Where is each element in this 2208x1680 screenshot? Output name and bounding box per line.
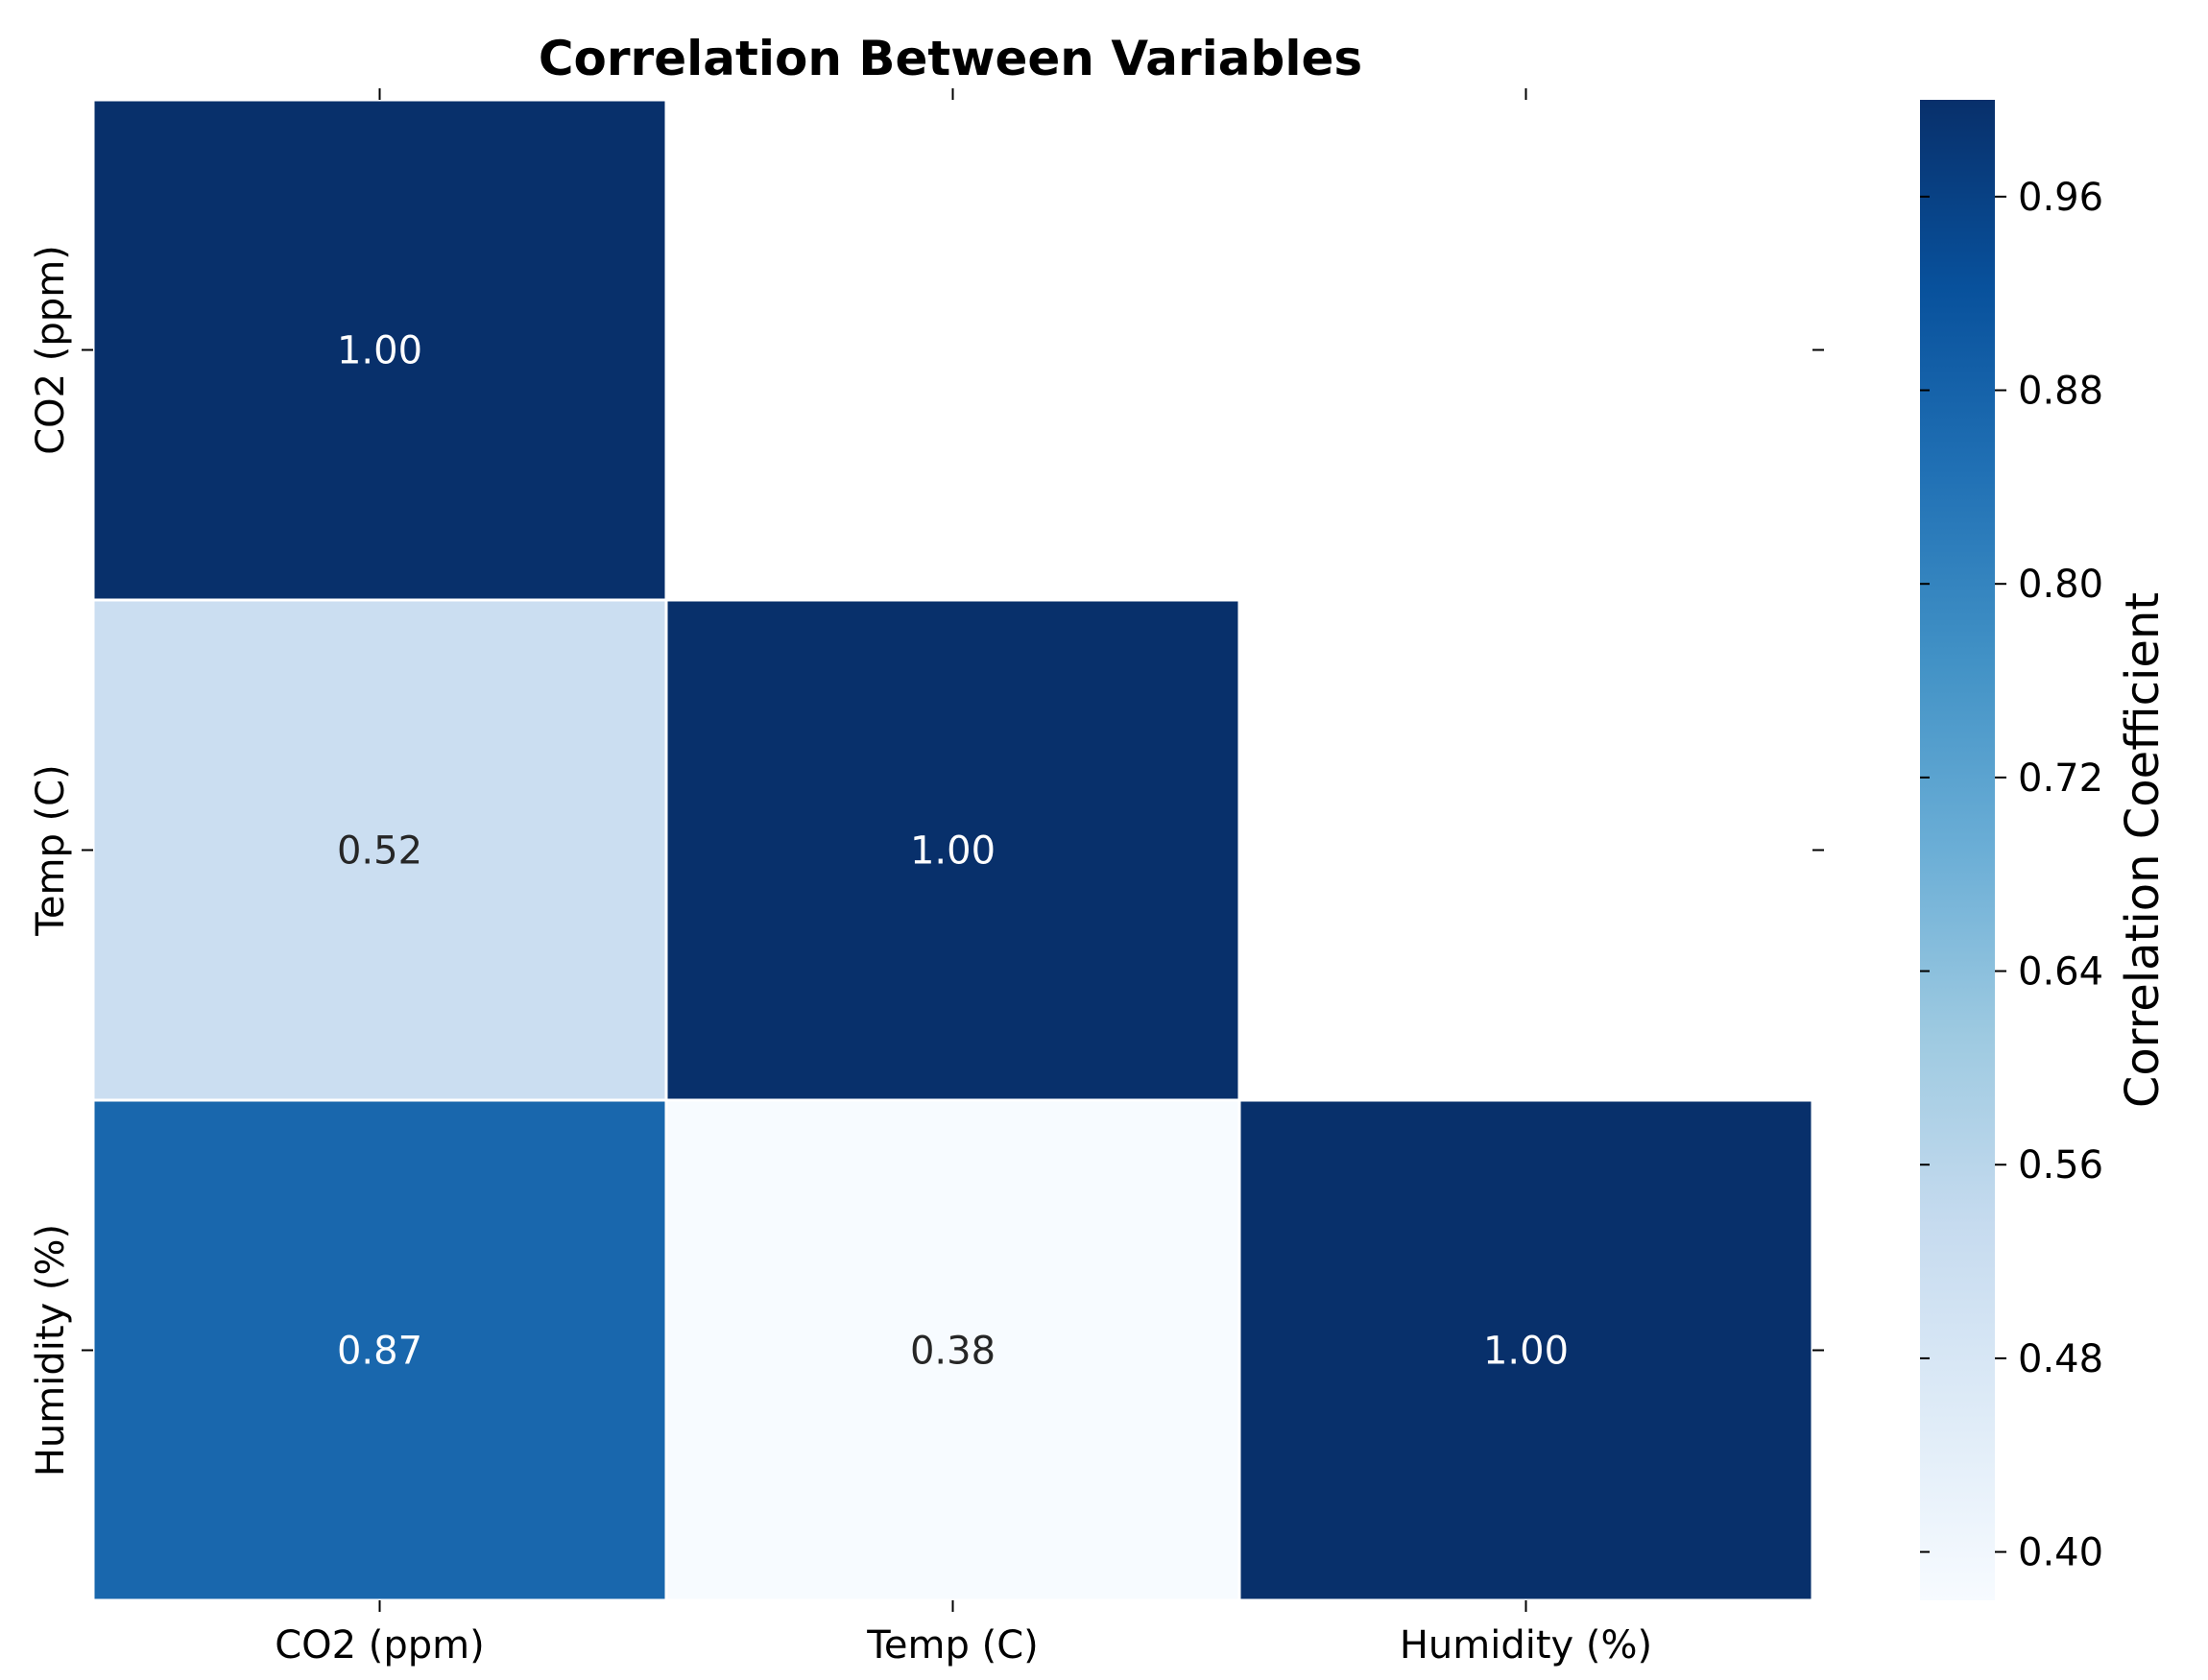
heatmap-cell [1237,1098,1814,1602]
heatmap-cell [91,98,668,602]
cell-value-label: 0.52 [337,829,422,874]
y-tick-label: Temp (C) [29,764,73,936]
colorbar-tick-label: 0.56 [2018,1143,2103,1188]
cell-value-label: 1.00 [337,329,422,373]
y-axis: CO2 (ppm) Temp (C) Humidity (%) [29,245,1824,1476]
y-tick-label: Humidity (%) [29,1224,73,1476]
x-tick-label: Temp (C) [866,1623,1038,1668]
cell-value-label: 1.00 [910,829,996,874]
colorbar-gradient [1920,100,1995,1600]
colorbar-tick-label: 0.80 [2018,563,2103,607]
cell-value-label: 1.00 [1483,1330,1569,1374]
colorbar-tick-label: 0.48 [2018,1337,2103,1381]
heatmap-cell [664,1098,1241,1602]
colorbar-tick-label: 0.64 [2018,950,2103,995]
y-tick-label: CO2 (ppm) [29,245,73,455]
colorbar-label: Correlation Coefficient [2116,592,2170,1108]
x-tick-label: CO2 (ppm) [275,1623,485,1668]
heatmap-cell [664,598,1241,1102]
colorbar-tick-label: 0.88 [2018,370,2103,414]
heatmap-cells: 1.00 0.52 1.00 0.87 0.38 1.00 [91,98,1814,1602]
cell-value-label: 0.38 [910,1330,996,1374]
heatmap-cell [91,598,668,1102]
colorbar-tick-label: 0.40 [2018,1531,2103,1575]
colorbar: 0.40 0.48 0.56 0.64 0.72 0.80 0.88 0.96 [1920,100,2103,1600]
heatmap-cell [91,1098,668,1602]
x-axis: CO2 (ppm) Temp (C) Humidity (%) [275,88,1652,1668]
x-tick-label: Humidity (%) [1400,1623,1652,1668]
chart-title: Correlation Between Variables [539,31,1362,86]
colorbar-tick-label: 0.72 [2018,756,2103,801]
cell-value-label: 0.87 [337,1330,422,1374]
colorbar-tick-label: 0.96 [2018,176,2103,220]
